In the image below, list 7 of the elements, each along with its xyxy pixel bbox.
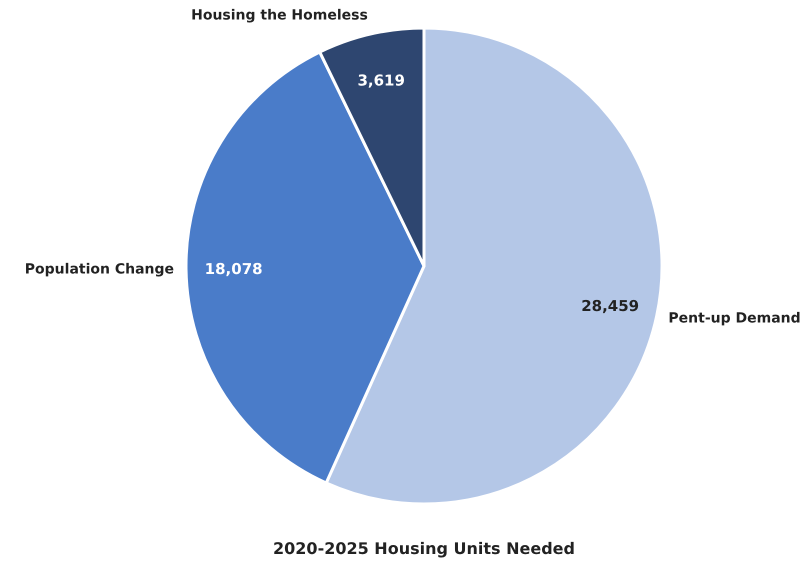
- data-label: 3,619: [357, 71, 405, 90]
- slice-label: Population Change: [24, 262, 174, 278]
- text: 2020-2025 Housing Units Needed: [273, 539, 575, 558]
- data-label: 28,459: [581, 297, 640, 316]
- slice-label: Housing the Homeless: [191, 7, 368, 24]
- data-label: 18,078: [204, 260, 263, 278]
- slice-label: Pent-up Demand: [668, 310, 801, 327]
